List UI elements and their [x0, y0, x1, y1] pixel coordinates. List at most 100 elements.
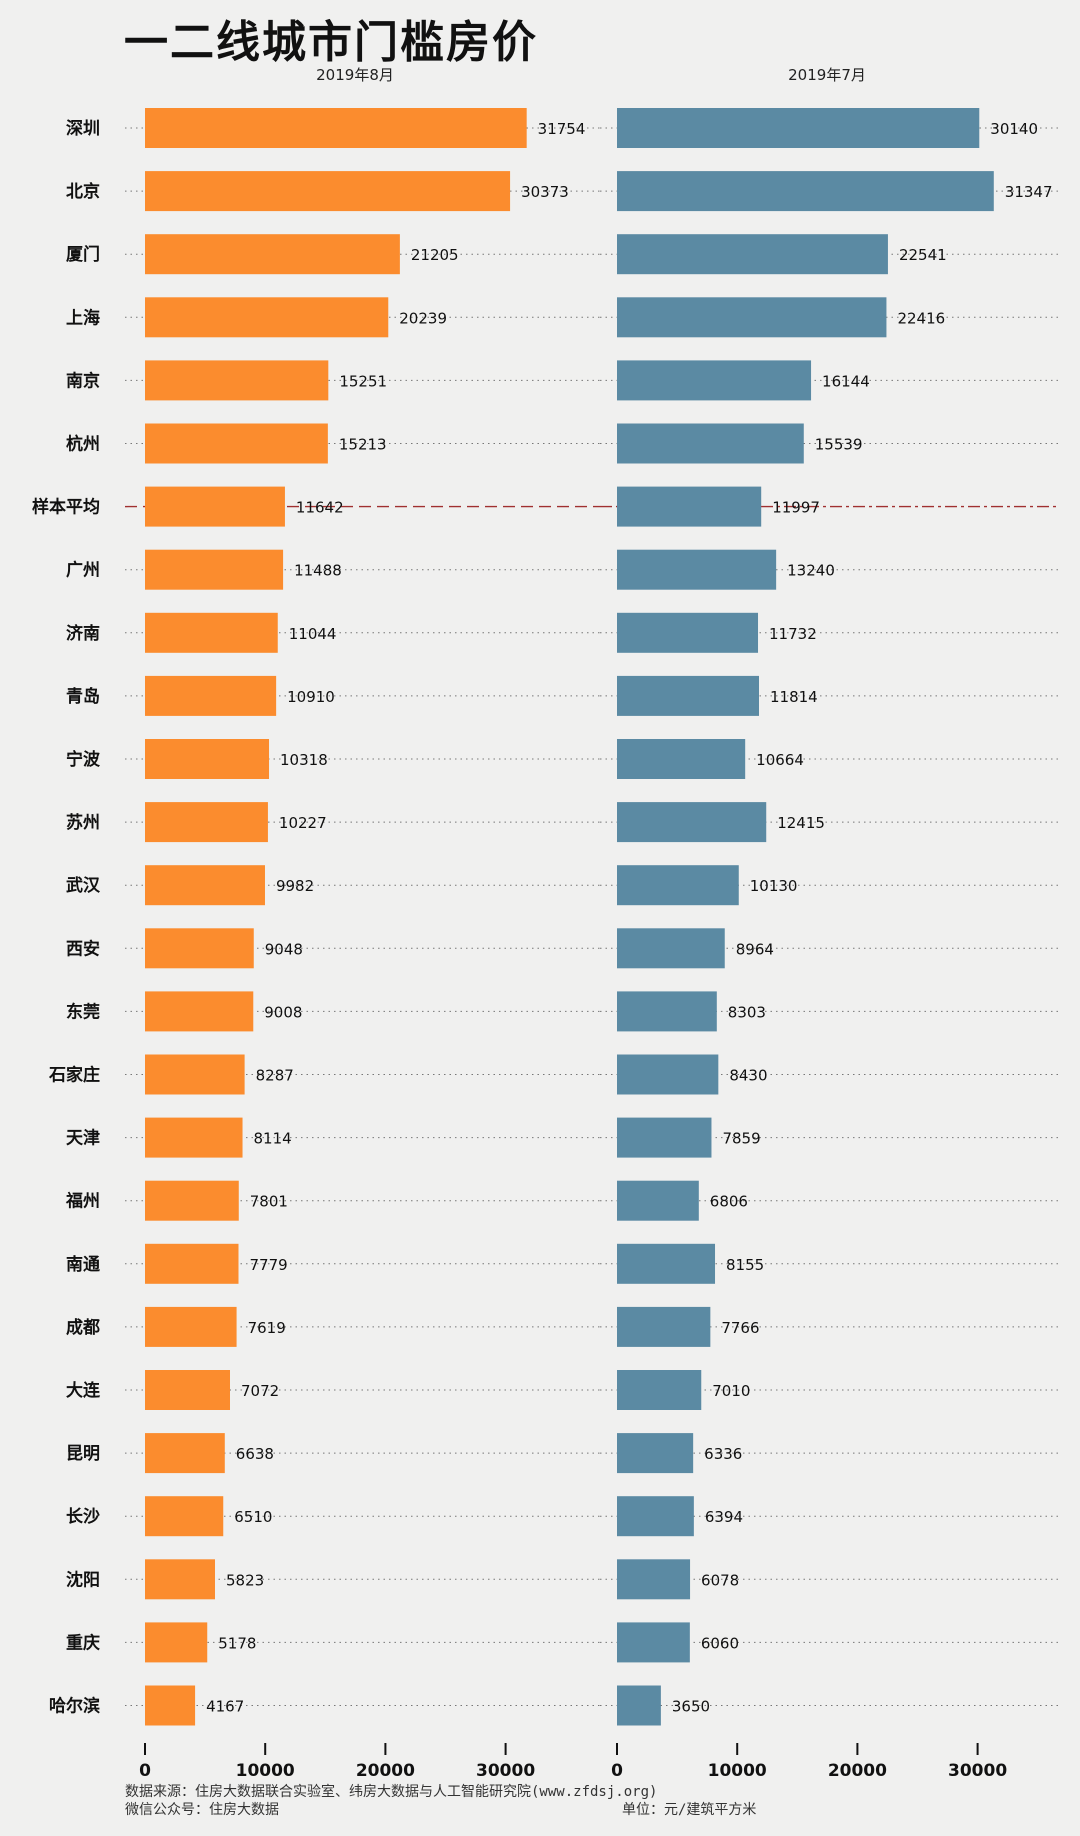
bar	[145, 108, 527, 148]
bar	[617, 297, 887, 338]
value-label: 8964	[736, 940, 774, 958]
bar	[617, 612, 759, 653]
value-label: 11997	[772, 499, 820, 517]
bar	[145, 1559, 215, 1600]
bar	[617, 991, 717, 1032]
bar	[145, 802, 268, 843]
bar	[145, 171, 511, 212]
value-label: 15213	[339, 436, 387, 454]
category-label: 哈尔滨	[49, 1696, 100, 1717]
bar	[145, 739, 270, 779]
value-label: 11044	[289, 625, 337, 643]
category-label: 西安	[66, 938, 100, 959]
bar	[617, 928, 725, 969]
bar	[617, 1243, 716, 1284]
bar	[617, 675, 760, 716]
tick-label: 20000	[828, 1761, 887, 1781]
category-label: 武汉	[66, 875, 101, 896]
wechat-note: 微信公众号：住房大数据	[125, 1802, 279, 1818]
category-label: 济南	[66, 623, 100, 644]
value-label: 10318	[280, 751, 328, 769]
bar	[145, 297, 389, 338]
category-label: 上海	[66, 307, 100, 328]
bar	[617, 802, 767, 843]
value-label: 10910	[287, 688, 335, 706]
value-label: 13240	[787, 562, 835, 580]
value-label: 3650	[672, 1698, 710, 1716]
bar	[617, 1370, 702, 1410]
bar	[617, 1117, 712, 1158]
unit-note: 单位：元/建筑平方米	[622, 1802, 756, 1818]
value-label: 6510	[234, 1508, 272, 1526]
panel-title: 2019年7月	[788, 66, 866, 84]
value-label: 6394	[705, 1508, 743, 1526]
bar	[145, 1306, 237, 1347]
value-label: 7619	[248, 1319, 286, 1337]
value-label: 20239	[399, 309, 447, 327]
source-note: 数据来源：住房大数据联合实验室、纬房大数据与人工智能研究院(www.zfdsj.…	[125, 1783, 657, 1800]
bar	[617, 1685, 661, 1726]
bar	[617, 423, 804, 464]
value-label: 21205	[411, 246, 459, 264]
value-label: 10227	[279, 814, 327, 832]
value-label: 31347	[1005, 183, 1053, 201]
value-label: 5178	[218, 1634, 256, 1652]
bar	[145, 612, 278, 653]
value-label: 11732	[769, 625, 817, 643]
bar	[617, 865, 739, 906]
value-label: 6078	[701, 1571, 739, 1589]
bar	[145, 549, 284, 590]
value-label: 11488	[294, 562, 342, 580]
value-label: 30373	[521, 183, 569, 201]
category-label: 东莞	[66, 1001, 100, 1022]
tick-label: 10000	[708, 1761, 767, 1781]
bar	[145, 675, 277, 716]
category-label: 南京	[66, 370, 100, 391]
bar	[145, 423, 328, 464]
category-label: 长沙	[66, 1506, 100, 1527]
category-label: 昆明	[66, 1444, 100, 1464]
tick-label: 30000	[948, 1761, 1007, 1781]
bar	[145, 1433, 225, 1474]
category-label: 南通	[66, 1254, 100, 1275]
bar	[617, 1496, 694, 1537]
bar	[145, 1117, 243, 1158]
tick-label: 30000	[476, 1761, 535, 1781]
bar	[617, 1054, 719, 1095]
category-label: 沈阳	[66, 1569, 100, 1590]
value-label: 22541	[899, 246, 947, 264]
category-label: 深圳	[66, 118, 100, 139]
value-label: 7766	[721, 1319, 759, 1337]
category-label: 成都	[66, 1317, 100, 1338]
tick-label: 0	[139, 1761, 151, 1781]
value-label: 16144	[822, 372, 870, 390]
value-label: 30140	[990, 120, 1038, 138]
value-label: 10130	[750, 877, 798, 895]
value-label: 7801	[250, 1193, 288, 1211]
category-label: 北京	[66, 181, 100, 202]
bar	[145, 1180, 239, 1221]
value-label: 22416	[897, 309, 945, 327]
value-label: 6336	[704, 1445, 742, 1463]
bar	[145, 928, 254, 969]
bar	[617, 1559, 691, 1600]
bar	[617, 739, 746, 779]
value-label: 7859	[722, 1130, 760, 1148]
bar	[145, 991, 254, 1032]
value-label: 8287	[256, 1067, 294, 1085]
value-label: 7779	[250, 1256, 288, 1274]
bar	[617, 1433, 694, 1474]
panel-title: 2019年8月	[316, 66, 394, 84]
value-label: 8114	[254, 1130, 292, 1148]
value-label: 9982	[276, 877, 314, 895]
bar	[617, 1306, 711, 1347]
value-label: 9048	[265, 940, 303, 958]
bar	[617, 1180, 699, 1221]
category-label: 广州	[66, 560, 100, 581]
category-label: 杭州	[66, 434, 100, 455]
tick-label: 10000	[236, 1761, 295, 1781]
bar	[145, 1054, 245, 1095]
chart-title: 一二线城市门槛房价	[124, 17, 538, 68]
value-label: 8155	[726, 1256, 764, 1274]
